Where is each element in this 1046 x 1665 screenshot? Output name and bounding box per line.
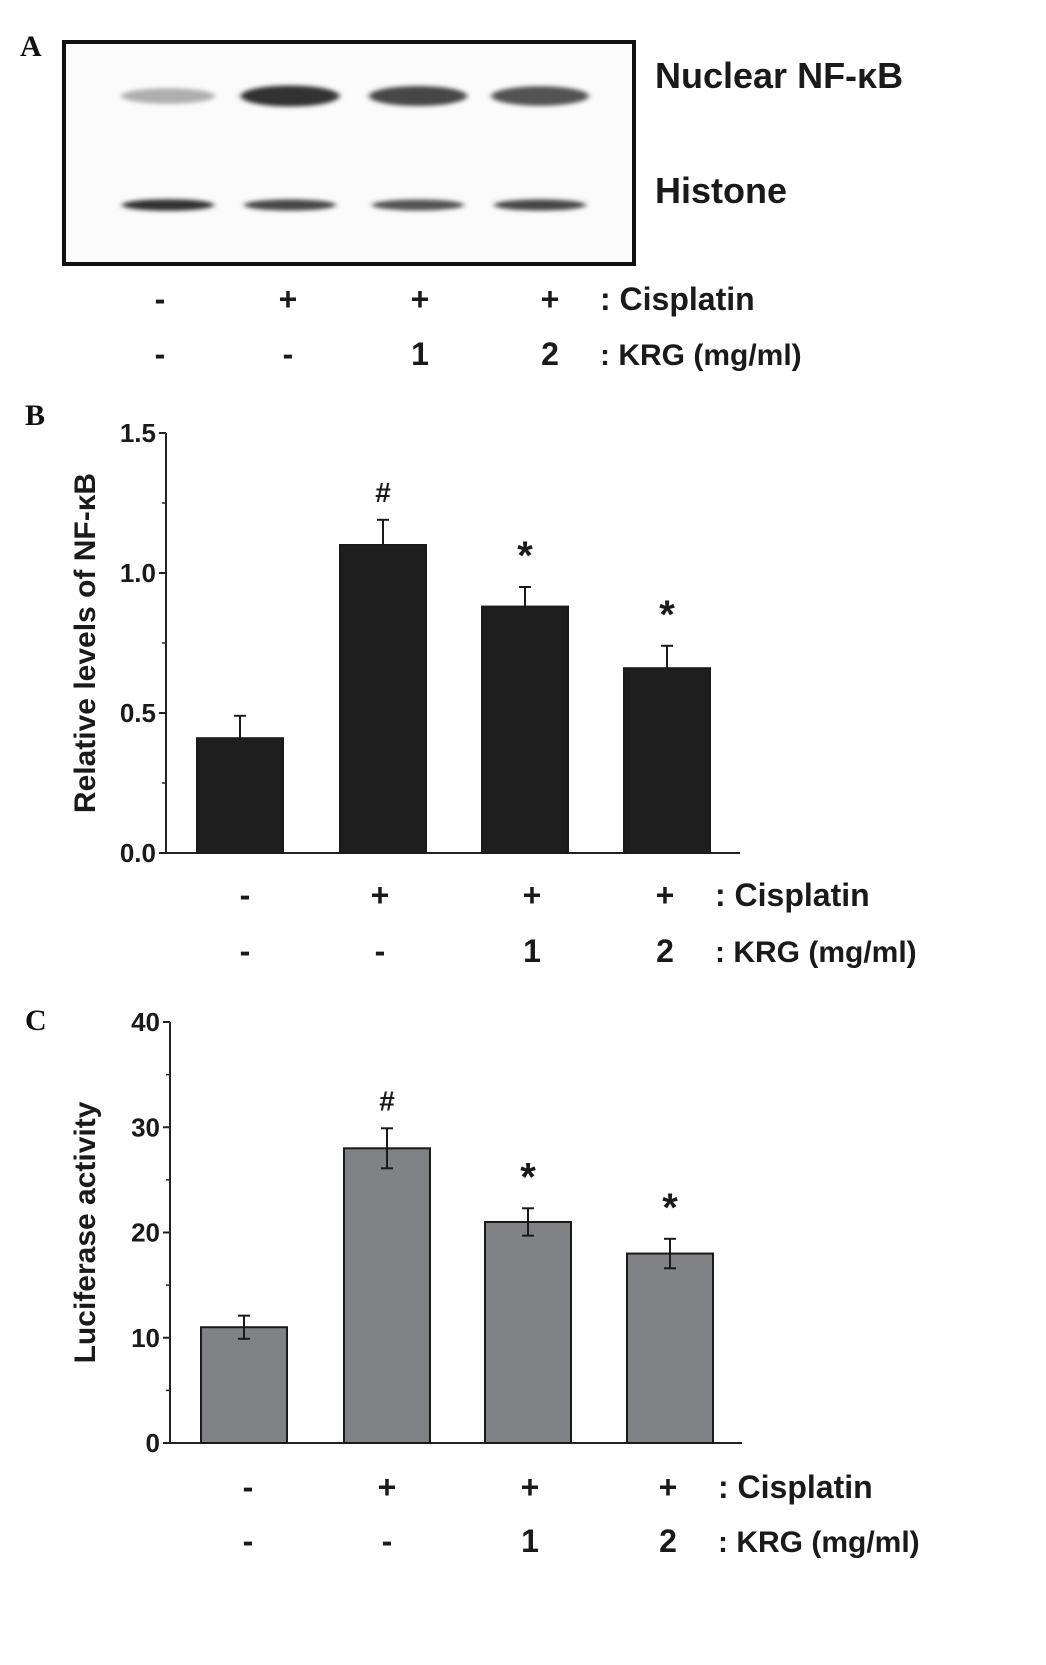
significance-hash: # <box>379 1085 395 1116</box>
bar <box>196 737 284 855</box>
krg-dose: - <box>240 933 251 969</box>
cisplatin-sign: + <box>378 1469 397 1505</box>
significance-star: * <box>662 1186 678 1230</box>
krg-dose: - <box>375 933 386 969</box>
cisplatin-sign: - <box>243 1469 254 1505</box>
cisplatin-sign: + <box>521 1469 540 1505</box>
cisplatin-sign: + <box>371 877 390 913</box>
significance-star: * <box>659 593 675 637</box>
cisplatin-label: : Cisplatin <box>718 1469 873 1505</box>
bar <box>343 1147 431 1445</box>
krg-dose: - <box>155 336 166 372</box>
krg-dose: 1 <box>523 933 541 969</box>
band-nfkb <box>240 85 340 107</box>
y-tick-label: 1.5 <box>120 418 156 448</box>
panel-label-b: B <box>25 399 45 432</box>
band-histone <box>494 199 586 211</box>
blot-label-nfkb: Nuclear NF-κB <box>655 55 903 96</box>
y-tick-label: 10 <box>131 1323 160 1353</box>
krg-label: : KRG (mg/ml) <box>715 936 917 969</box>
y-tick-label: 0 <box>146 1428 160 1458</box>
krg-dose: 2 <box>541 336 559 372</box>
band-nfkb <box>121 88 215 104</box>
blot-frame <box>62 40 636 266</box>
cisplatin-sign: + <box>656 877 675 913</box>
panel-label-a: A <box>20 30 42 63</box>
western-blot <box>62 40 636 266</box>
cisplatin-sign: + <box>541 281 560 317</box>
krg-dose: - <box>382 1523 393 1559</box>
significance-hash: # <box>375 477 391 508</box>
y-axis-label: Luciferase activity <box>69 1101 102 1363</box>
band-histone <box>244 199 336 211</box>
cisplatin-sign: + <box>523 877 542 913</box>
krg-dose: 1 <box>411 336 429 372</box>
blot-label-histone: Histone <box>655 170 787 211</box>
bar <box>481 605 569 854</box>
significance-star: * <box>520 1155 536 1199</box>
band-histone <box>372 199 464 211</box>
y-tick-label: 30 <box>131 1112 160 1142</box>
krg-label: : KRG (mg/ml) <box>600 339 802 372</box>
bar <box>623 667 711 855</box>
y-tick-label: 0.5 <box>120 698 156 728</box>
significance-star: * <box>517 534 533 578</box>
band-histone <box>122 199 214 211</box>
y-tick-label: 40 <box>131 1007 160 1037</box>
krg-label: : KRG (mg/ml) <box>718 1526 920 1559</box>
y-tick-label: 20 <box>131 1218 160 1248</box>
cisplatin-sign: + <box>279 281 298 317</box>
cisplatin-sign: - <box>240 877 251 913</box>
y-axis-label: Relative levels of NF-κB <box>69 473 102 813</box>
bar <box>484 1220 572 1444</box>
krg-dose: 2 <box>659 1523 677 1559</box>
cisplatin-label: : Cisplatin <box>600 281 755 317</box>
bar <box>339 544 427 854</box>
cisplatin-label: : Cisplatin <box>715 877 870 913</box>
band-nfkb <box>491 86 589 106</box>
bar <box>200 1326 288 1444</box>
bar <box>626 1252 714 1445</box>
krg-dose: 2 <box>656 933 674 969</box>
cisplatin-sign: - <box>155 281 166 317</box>
band-nfkb <box>369 86 467 106</box>
panel-label-c: C <box>25 1004 47 1037</box>
krg-dose: - <box>283 336 294 372</box>
krg-dose: - <box>243 1523 254 1559</box>
y-tick-label: 0.0 <box>120 838 156 868</box>
cisplatin-sign: + <box>659 1469 678 1505</box>
krg-dose: 1 <box>521 1523 539 1559</box>
cisplatin-sign: + <box>411 281 430 317</box>
y-tick-label: 1.0 <box>120 558 156 588</box>
